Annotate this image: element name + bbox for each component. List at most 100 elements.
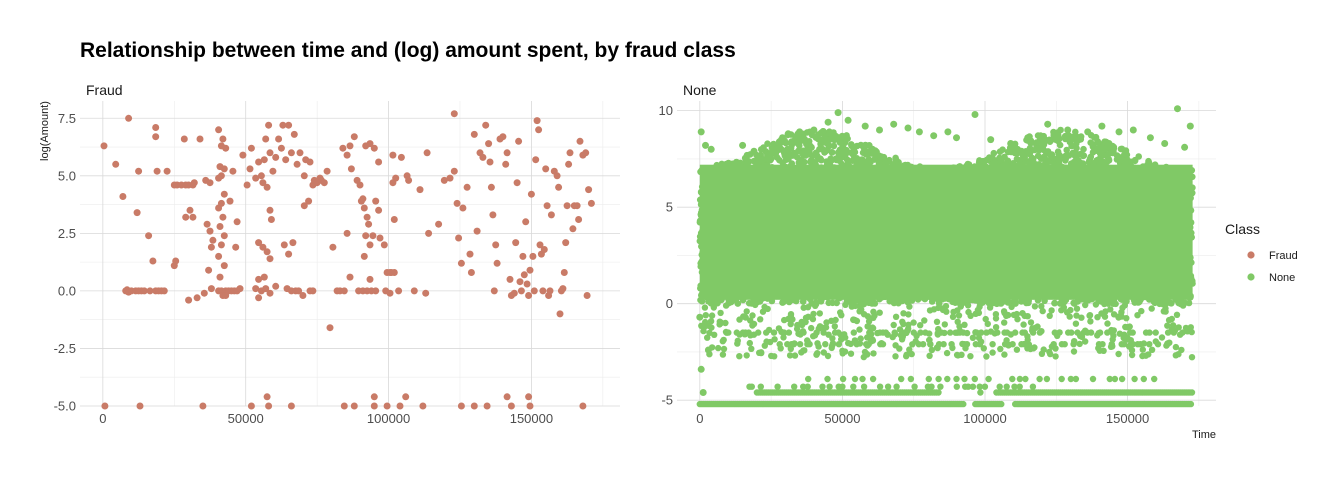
data-point bbox=[265, 121, 273, 129]
data-point bbox=[255, 275, 263, 283]
x-tick-label: 50000 bbox=[228, 411, 264, 426]
data-point bbox=[397, 153, 405, 161]
data-point bbox=[583, 292, 591, 299]
data-point bbox=[243, 181, 251, 189]
data-point bbox=[990, 149, 998, 157]
data-point bbox=[525, 393, 533, 401]
data-point bbox=[346, 142, 354, 150]
data-point bbox=[845, 159, 852, 166]
data-point bbox=[516, 278, 524, 286]
data-point bbox=[976, 157, 983, 164]
data-point bbox=[266, 255, 274, 263]
data-point bbox=[383, 402, 391, 410]
data-point bbox=[206, 227, 214, 235]
y-tick-label: 10 bbox=[659, 103, 673, 118]
data-point bbox=[1019, 152, 1027, 159]
data-point bbox=[299, 292, 307, 299]
data-point bbox=[470, 130, 478, 138]
data-point bbox=[209, 236, 217, 244]
data-point bbox=[300, 202, 308, 210]
data-point bbox=[470, 402, 478, 410]
data-point bbox=[532, 156, 540, 164]
data-point bbox=[457, 402, 465, 410]
data-point bbox=[446, 174, 454, 182]
data-point bbox=[566, 149, 574, 157]
data-point bbox=[573, 202, 581, 210]
data-point bbox=[455, 234, 463, 242]
data-point bbox=[499, 133, 507, 141]
data-point bbox=[372, 287, 380, 295]
data-point bbox=[575, 216, 583, 223]
data-point bbox=[219, 213, 227, 221]
data-point bbox=[263, 183, 271, 191]
data-point bbox=[1040, 153, 1048, 161]
data-point bbox=[375, 206, 383, 214]
data-point bbox=[260, 156, 268, 164]
y-tick-label: -2.5 bbox=[54, 341, 76, 356]
data-point bbox=[339, 144, 347, 152]
chart-title: Relationship between time and (log) amou… bbox=[80, 39, 736, 62]
data-point bbox=[267, 216, 275, 223]
data-point bbox=[277, 144, 285, 152]
data-point bbox=[257, 172, 265, 180]
data-point bbox=[219, 135, 227, 143]
data-point bbox=[136, 402, 144, 410]
data-point bbox=[296, 149, 304, 157]
data-point bbox=[450, 167, 458, 175]
data-point bbox=[828, 157, 835, 164]
data-point bbox=[1121, 151, 1128, 158]
data-point bbox=[819, 145, 826, 153]
data-point bbox=[266, 206, 274, 214]
data-point bbox=[295, 287, 303, 295]
data-point bbox=[285, 250, 293, 258]
data-point bbox=[416, 186, 424, 194]
data-point bbox=[732, 159, 739, 167]
data-point bbox=[340, 402, 348, 410]
data-point bbox=[206, 179, 214, 187]
data-point bbox=[836, 157, 843, 164]
data-point bbox=[555, 183, 563, 191]
data-point bbox=[370, 393, 378, 401]
data-point bbox=[1131, 157, 1139, 165]
data-point bbox=[569, 225, 577, 233]
data-point bbox=[125, 114, 133, 122]
data-point bbox=[190, 179, 198, 187]
data-point bbox=[226, 197, 234, 205]
data-point bbox=[266, 149, 274, 157]
data-point bbox=[529, 252, 537, 260]
data-point bbox=[547, 211, 555, 219]
data-point bbox=[343, 229, 351, 237]
data-point bbox=[259, 243, 267, 251]
data-point bbox=[252, 174, 260, 182]
data-point bbox=[350, 402, 358, 410]
data-point bbox=[737, 159, 744, 167]
y-tick-label: 7.5 bbox=[58, 111, 76, 126]
data-point bbox=[1034, 132, 1042, 139]
data-point bbox=[536, 241, 544, 249]
data-point bbox=[186, 206, 194, 214]
data-point bbox=[236, 285, 244, 293]
x-axis-label: Time bbox=[1192, 429, 1216, 441]
data-point bbox=[493, 259, 501, 267]
data-point bbox=[193, 294, 201, 302]
data-point bbox=[356, 181, 364, 189]
data-point bbox=[510, 289, 518, 297]
y-tick-label: 2.5 bbox=[58, 226, 76, 241]
data-point bbox=[1080, 145, 1087, 153]
data-point bbox=[526, 266, 534, 274]
data-point bbox=[365, 220, 373, 228]
data-point bbox=[376, 234, 384, 242]
data-point bbox=[860, 143, 867, 151]
data-point bbox=[269, 167, 277, 175]
data-point bbox=[1063, 146, 1070, 154]
data-point bbox=[215, 126, 223, 134]
y-tick-label: -5 bbox=[661, 393, 673, 408]
data-point bbox=[233, 218, 241, 226]
data-point bbox=[372, 197, 380, 205]
data-point bbox=[222, 292, 230, 299]
data-point bbox=[522, 218, 530, 226]
data-point bbox=[523, 280, 531, 288]
data-point bbox=[517, 287, 525, 295]
